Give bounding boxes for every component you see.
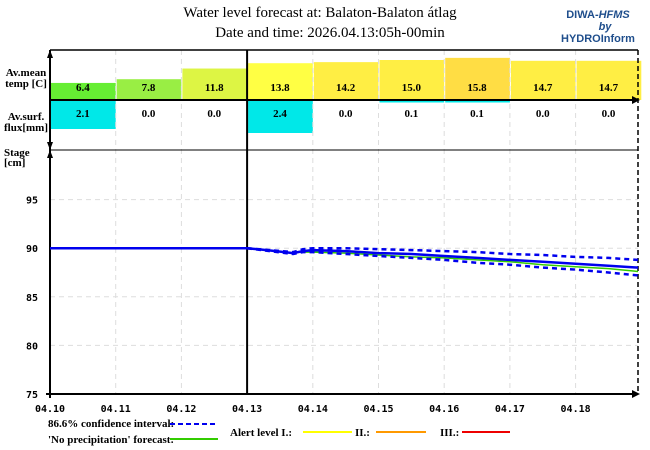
y-arrow-up bbox=[47, 50, 53, 58]
y-arrow-down bbox=[47, 142, 53, 150]
temp-value-label: 6.4 bbox=[76, 82, 90, 94]
logo-line1: DIWA-HFMS bbox=[566, 9, 630, 21]
y-tick-label: 85 bbox=[26, 293, 38, 304]
temp-value-label: 11.8 bbox=[205, 82, 224, 94]
x-tick-label: 04.18 bbox=[561, 404, 591, 415]
legend-alert-label: Alert level I.: bbox=[230, 427, 292, 439]
flux-bar-04.10 bbox=[51, 101, 116, 129]
temp-bar-04.12 bbox=[182, 68, 248, 100]
temp-value-label: 7.8 bbox=[142, 82, 156, 94]
bars-layer: 6.4 7.8 11.8 13.8 14.2 15.0 15.8 14.7 14.7 2.1 0.0… bbox=[51, 57, 642, 133]
temp-value-label: 14.7 bbox=[533, 82, 553, 94]
legend: 86.6% confidence interval: 'No precipita… bbox=[48, 418, 510, 446]
temp-bar-04.13 bbox=[248, 63, 313, 100]
x-tick-label: 04.16 bbox=[429, 404, 459, 415]
legend-alert2-label: II.: bbox=[355, 427, 370, 439]
temp-label-2: temp [C] bbox=[5, 78, 47, 90]
y-tick-label: 75 bbox=[26, 390, 38, 401]
legend-no-precip-label: 'No precipitation' forecast: bbox=[48, 434, 174, 446]
temp-value-label: 13.8 bbox=[270, 82, 290, 94]
flux-bar-04.15 bbox=[379, 101, 445, 103]
temp-bar-04.18 bbox=[576, 60, 642, 100]
x-tick-label: 04.17 bbox=[495, 404, 525, 415]
y-tick-label: 95 bbox=[26, 196, 38, 207]
x-tick-label: 04.13 bbox=[232, 404, 262, 415]
flux-value-label: 2.4 bbox=[273, 108, 287, 120]
y-tick-label: 80 bbox=[26, 341, 38, 352]
temp-value-label: 15.0 bbox=[402, 82, 422, 94]
chart-datetime: Date and time: 2026.04.13:05h-00min bbox=[215, 25, 445, 41]
legend-alert3-label: III.: bbox=[440, 427, 459, 439]
temp-bar-04.16 bbox=[445, 57, 510, 100]
flux-value-label: 0.0 bbox=[207, 108, 221, 120]
stage-label-1: Stage bbox=[4, 147, 30, 159]
temp-bar-04.11 bbox=[116, 79, 182, 100]
temp-label-1: Av.mean bbox=[6, 67, 46, 79]
x-tick-label: 04.14 bbox=[298, 404, 328, 415]
temp-value-label: 15.8 bbox=[467, 82, 487, 94]
flux-value-label: 0.0 bbox=[602, 108, 616, 120]
logo-line2: by bbox=[599, 21, 613, 33]
flux-bar-04.16 bbox=[445, 101, 510, 103]
confidence-upper-line bbox=[246, 246, 639, 262]
flux-bar-04.13 bbox=[248, 101, 313, 133]
x-arrow-top bbox=[632, 96, 640, 104]
temp-bar-04.17 bbox=[510, 60, 576, 100]
no-precip-line bbox=[302, 251, 639, 273]
temp-bar-04.10 bbox=[51, 82, 116, 100]
axes-layer bbox=[46, 49, 640, 398]
temp-value-label: 14.7 bbox=[599, 82, 619, 94]
flux-value-label: 0.0 bbox=[339, 108, 353, 120]
logo: DIWA-HFMS by HYDROInform bbox=[561, 9, 635, 45]
x-tick-label: 04.15 bbox=[363, 404, 393, 415]
x-arrow-bottom bbox=[632, 390, 640, 398]
flux-value-label: 0.0 bbox=[536, 108, 550, 120]
flux-value-label: 0.1 bbox=[404, 108, 418, 120]
chart-title: Water level forecast at: Balaton-Balaton… bbox=[183, 5, 457, 21]
y-tick-label: 90 bbox=[26, 244, 38, 255]
logo-line3: HYDROInform bbox=[561, 33, 635, 45]
ticks-layer: 75 80 85 90 95 04.10 04.11 04.12 04.13 04.14 04.15… bbox=[26, 196, 591, 415]
flux-label-1: Av.surf. bbox=[8, 111, 45, 123]
x-tick-label: 04.12 bbox=[166, 404, 196, 415]
flux-value-label: 0.1 bbox=[470, 108, 484, 120]
stage-forecast-line bbox=[50, 246, 639, 269]
lines-layer bbox=[50, 246, 639, 277]
temp-value-label: 14.2 bbox=[336, 82, 356, 94]
x-tick-label: 04.10 bbox=[35, 404, 65, 415]
legend-confidence-label: 86.6% confidence interval: bbox=[48, 418, 174, 430]
stage-y-arrow bbox=[47, 150, 53, 158]
grid-layer bbox=[50, 50, 638, 394]
flux-label-2: flux[mm] bbox=[4, 122, 48, 134]
stage-label-2: [cm] bbox=[4, 157, 25, 169]
flux-value-label: 2.1 bbox=[76, 108, 90, 120]
temp-bar-04.14 bbox=[313, 62, 379, 100]
flux-value-label: 0.0 bbox=[142, 108, 156, 120]
x-tick-label: 04.11 bbox=[101, 404, 131, 415]
temp-bar-04.15 bbox=[379, 60, 445, 100]
